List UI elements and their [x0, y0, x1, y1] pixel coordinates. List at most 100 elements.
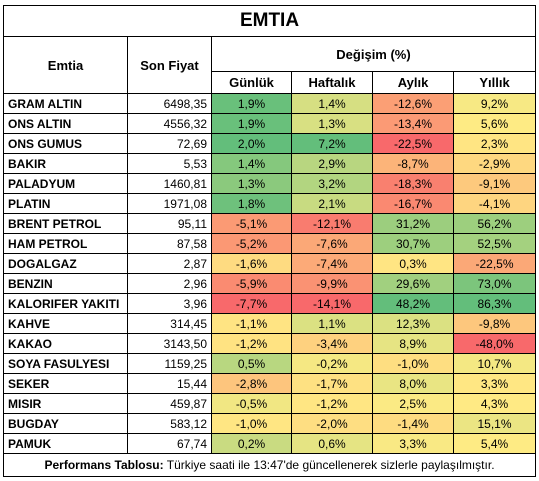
daily-change-cell: 1,9% [211, 93, 292, 114]
weekly-change-cell: -1,7% [291, 373, 373, 394]
monthly-change-cell: -18,3% [372, 173, 454, 194]
commodity-name: BUGDAY [3, 413, 128, 434]
commodity-name: HAM PETROL [3, 233, 128, 254]
commodity-name: KAKAO [3, 333, 128, 354]
commodity-performance-table: EMTIA Emtia Son Fiyat Değişim (%) Günlük… [2, 5, 537, 477]
table-row: ONS ALTIN 4556,32 1,9% 1,3% -13,4% 5,6% [3, 113, 537, 134]
monthly-change-cell: -1,4% [372, 413, 454, 434]
weekly-change-cell: -3,4% [291, 333, 373, 354]
monthly-change-cell: 29,6% [372, 273, 454, 294]
monthly-change-cell: 31,2% [372, 213, 454, 234]
daily-change-cell: 0,2% [211, 433, 292, 454]
table-row: PALADYUM 1460,81 1,3% 3,2% -18,3% -9,1% [3, 173, 537, 194]
last-price: 72,69 [127, 133, 212, 154]
yearly-change-cell: 5,4% [452, 433, 537, 454]
header-change-group: Değişim (%) [210, 36, 537, 72]
monthly-change-cell: -22,5% [372, 133, 454, 154]
monthly-change-cell: 0,3% [372, 253, 454, 274]
daily-change-cell: 1,9% [211, 113, 292, 134]
table-row: PLATIN 1971,08 1,8% 2,1% -16,7% -4,1% [3, 193, 537, 214]
yearly-change-cell: -48,0% [452, 333, 537, 354]
weekly-change-cell: 7,2% [291, 133, 373, 154]
weekly-change-cell: 1,1% [291, 313, 373, 334]
table-row: PAMUK 67,74 0,2% 0,6% 3,3% 5,4% [3, 433, 537, 454]
table-row: BAKIR 5,53 1,4% 2,9% -8,7% -2,9% [3, 153, 537, 174]
weekly-change-cell: -1,2% [291, 393, 373, 414]
last-price: 2,87 [127, 253, 212, 274]
footer-text: Türkiye saati ile 13:47'de güncellenerek… [163, 458, 495, 472]
weekly-change-cell: -0,2% [291, 353, 373, 374]
yearly-change-cell: 56,2% [452, 213, 537, 234]
monthly-change-cell: 12,3% [372, 313, 454, 334]
daily-change-cell: -1,6% [211, 253, 292, 274]
commodity-name: PLATIN [3, 193, 128, 214]
commodity-name: ONS ALTIN [3, 113, 128, 134]
monthly-change-cell: 3,3% [372, 433, 454, 454]
weekly-change-cell: 1,3% [291, 113, 373, 134]
weekly-change-cell: -12,1% [291, 213, 373, 234]
commodity-name: DOGALGAZ [3, 253, 128, 274]
commodity-name: KAHVE [3, 313, 128, 334]
weekly-change-cell: 3,2% [291, 173, 373, 194]
daily-change-cell: -0,5% [211, 393, 292, 414]
daily-change-cell: -1,1% [211, 313, 292, 334]
commodity-name: KALORIFER YAKITI [3, 293, 128, 314]
daily-change-cell: -2,8% [211, 373, 292, 394]
daily-change-cell: 0,5% [211, 353, 292, 374]
yearly-change-cell: -2,9% [452, 153, 537, 174]
table-footer: Performans Tablosu: Türkiye saati ile 13… [2, 453, 537, 477]
table-row: KAKAO 3143,50 -1,2% -3,4% 8,9% -48,0% [3, 333, 537, 354]
last-price: 87,58 [127, 233, 212, 254]
last-price: 1159,25 [127, 353, 212, 374]
daily-change-cell: -5,1% [211, 213, 292, 234]
last-price: 5,53 [127, 153, 212, 174]
last-price: 583,12 [127, 413, 212, 434]
weekly-change-cell: 0,6% [291, 433, 373, 454]
daily-change-cell: 2,0% [211, 133, 292, 154]
last-price: 314,45 [127, 313, 212, 334]
yearly-change-cell: 73,0% [452, 273, 537, 294]
weekly-change-cell: -9,9% [291, 273, 373, 294]
header-weekly: Haftalık [291, 71, 373, 94]
footer-label: Performans Tablosu: [44, 458, 164, 472]
yearly-change-cell: -9,1% [452, 173, 537, 194]
daily-change-cell: -1,0% [211, 413, 292, 434]
commodity-name: ONS GUMUS [3, 133, 128, 154]
table-row: KALORIFER YAKITI 3,96 -7,7% -14,1% 48,2% 86,3… [3, 293, 537, 314]
monthly-change-cell: 48,2% [372, 293, 454, 314]
weekly-change-cell: -7,4% [291, 253, 373, 274]
header-daily: Günlük [211, 71, 292, 94]
monthly-change-cell: -1,0% [372, 353, 454, 374]
yearly-change-cell: 9,2% [452, 93, 537, 114]
last-price: 95,11 [127, 213, 212, 234]
yearly-change-cell: 52,5% [452, 233, 537, 254]
commodity-name: SEKER [3, 373, 128, 394]
last-price: 1460,81 [127, 173, 212, 194]
monthly-change-cell: 2,5% [372, 393, 454, 414]
yearly-change-cell: 4,3% [452, 393, 537, 414]
table-row: BUGDAY 583,12 -1,0% -2,0% -1,4% 15,1% [3, 413, 537, 434]
daily-change-cell: -5,9% [211, 273, 292, 294]
yearly-change-cell: -9,8% [452, 313, 537, 334]
last-price: 3,96 [127, 293, 212, 314]
last-price: 3143,50 [127, 333, 212, 354]
performance-table-container: EMTIA Emtia Son Fiyat Değişim (%) Günlük… [2, 5, 537, 477]
yearly-change-cell: 3,3% [452, 373, 537, 394]
table-row: GRAM ALTIN 6498,35 1,9% 1,4% -12,6% 9,2% [3, 93, 537, 114]
last-price: 4556,32 [127, 113, 212, 134]
last-price: 2,96 [127, 273, 212, 294]
table-row: ONS GUMUS 72,69 2,0% 7,2% -22,5% 2,3% [3, 133, 537, 154]
daily-change-cell: -7,7% [211, 293, 292, 314]
yearly-change-cell: -22,5% [452, 253, 537, 274]
commodity-name: GRAM ALTIN [3, 93, 128, 114]
header-commodity: Emtia [3, 36, 128, 94]
last-price: 459,87 [127, 393, 212, 414]
commodity-name: BRENT PETROL [3, 213, 128, 234]
daily-change-cell: 1,8% [211, 193, 292, 214]
monthly-change-cell: -13,4% [372, 113, 454, 134]
commodity-name: MISIR [3, 393, 128, 414]
weekly-change-cell: 2,9% [291, 153, 373, 174]
daily-change-cell: -5,2% [211, 233, 292, 254]
table-row: DOGALGAZ 2,87 -1,6% -7,4% 0,3% -22,5% [3, 253, 537, 274]
daily-change-cell: 1,3% [211, 173, 292, 194]
